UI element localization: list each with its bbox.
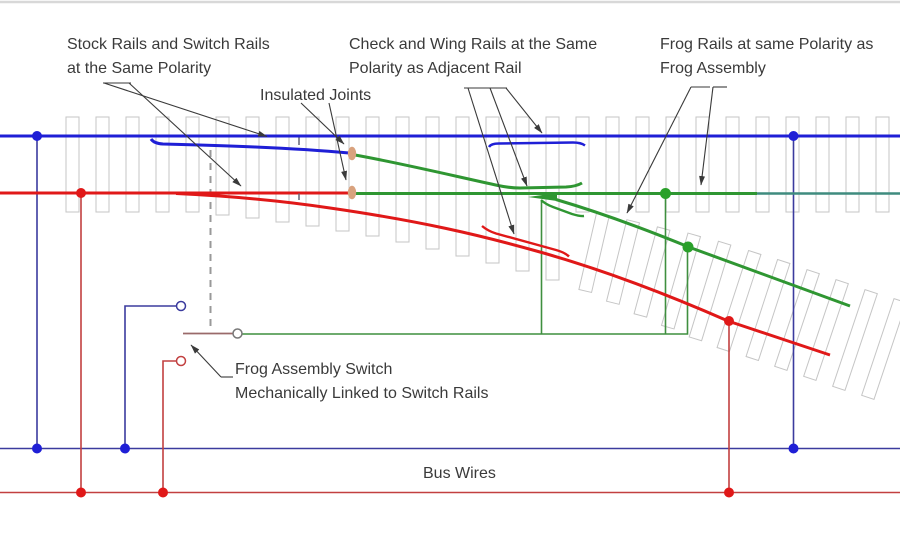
insulated-joint-lower	[347, 185, 357, 200]
tie	[485, 116, 500, 264]
tie	[605, 116, 620, 213]
tie	[633, 226, 671, 318]
blue-contact-terminal	[175, 300, 187, 312]
tie	[774, 268, 820, 372]
frog-rails-label-line2: Frog Assembly	[660, 60, 766, 77]
check-wing-leader-to-wing	[489, 87, 528, 187]
red-rail-tap-dot	[76, 188, 86, 198]
text-labels: Stock Rails and Switch Rails at the Same…	[67, 36, 873, 482]
tie	[688, 240, 732, 342]
tie	[95, 116, 110, 213]
blue-switch-feed	[124, 305, 176, 449]
check-wing-label-line1: Check and Wing Rails at the Same	[349, 36, 597, 53]
tie	[395, 116, 410, 243]
green-closure-wing-rail	[354, 153, 583, 190]
tie	[861, 297, 900, 401]
red-diverging-rail-tap-dot	[724, 316, 734, 326]
tie	[605, 219, 641, 305]
red-check-rail	[481, 225, 570, 258]
tie	[665, 116, 680, 213]
insulated-leader-upper	[300, 102, 345, 145]
check-wing-label-line2: Polarity as Adjacent Rail	[349, 60, 522, 77]
stock-rails-label-line1: Stock Rails and Switch Rails	[67, 36, 270, 53]
leader-lines	[103, 82, 727, 378]
straight-track-ties	[65, 116, 890, 281]
tie	[660, 232, 702, 330]
tie	[832, 288, 878, 392]
tie	[365, 116, 380, 237]
blue-bus-junction-dot-3	[788, 443, 799, 454]
frog-assembly-switch	[175, 150, 243, 367]
insulated-joints-label: Insulated Joints	[260, 87, 371, 104]
blue-bus-junction-dot-2	[120, 443, 130, 454]
red-bus-junction-dot-2	[158, 487, 168, 498]
stock-leader-to-red	[128, 82, 242, 187]
red-contact-terminal	[175, 355, 187, 367]
tie	[725, 116, 740, 213]
tie	[755, 116, 770, 213]
frog-leader-to-straight	[699, 86, 714, 186]
tie	[745, 258, 791, 362]
green-diverging-rail-tap-dot	[682, 241, 694, 253]
check-wing-leader-to-red-check	[467, 87, 515, 235]
rails	[0, 134, 900, 357]
stock-rails-label-line2: at the Same Polarity	[67, 60, 211, 77]
tie	[575, 116, 590, 213]
tie	[455, 116, 470, 257]
tie	[875, 116, 890, 213]
insulated-leader-lower	[328, 102, 347, 181]
check-wing-leader-to-blue-check	[505, 87, 543, 134]
tie	[335, 116, 350, 232]
green-lower-wing-rail	[540, 199, 585, 218]
insulated-joint-upper	[347, 146, 357, 161]
tie	[155, 116, 170, 213]
connection-dots	[32, 131, 799, 498]
blue-check-rail	[487, 141, 586, 148]
frog-switch-label-line2: Mechanically Linked to Switch Rails	[235, 385, 488, 402]
frog-feed-wire	[242, 247, 689, 335]
tie	[125, 116, 140, 213]
frog-switch-label-line1: Frog Assembly Switch	[235, 361, 392, 378]
red-bus-junction-dot-3	[724, 487, 734, 498]
blue-switch-rail	[149, 138, 350, 155]
tie	[803, 278, 849, 382]
bus-wires-label: Bus Wires	[423, 465, 496, 482]
tie	[305, 116, 320, 227]
tie	[815, 116, 830, 213]
tie	[845, 116, 860, 213]
tie	[215, 116, 230, 216]
tie	[425, 116, 440, 250]
blue-bus-junction-dot-1	[32, 443, 42, 454]
frog-leader-to-diverging	[626, 86, 692, 214]
tie	[245, 116, 260, 219]
blue-rail-tap-dot	[32, 131, 42, 141]
tie	[578, 212, 610, 294]
red-switch-feed	[162, 360, 176, 493]
tie	[716, 249, 762, 353]
tie	[65, 116, 80, 213]
insulated-joints	[347, 146, 357, 200]
stock-leader-to-blue	[103, 82, 268, 138]
tie	[635, 116, 650, 213]
diverging-track-ties	[578, 212, 900, 401]
green-straight-rail-tap-dot	[660, 188, 671, 199]
blue-rail-tap-dot-right	[788, 131, 799, 141]
red-curved-stock-rail	[175, 192, 831, 357]
frog-rails-label-line1: Frog Rails at same Polarity as	[660, 36, 873, 53]
red-bus-junction-dot-1	[76, 487, 86, 498]
tie	[185, 116, 200, 213]
frog-point	[528, 193, 557, 201]
tie	[785, 116, 800, 213]
switch-leader-to-lever	[190, 344, 222, 378]
tie	[275, 116, 290, 223]
tie	[695, 116, 710, 213]
common-terminal	[232, 328, 243, 339]
frog-wiring	[242, 194, 689, 335]
bus-circuit	[0, 136, 900, 494]
